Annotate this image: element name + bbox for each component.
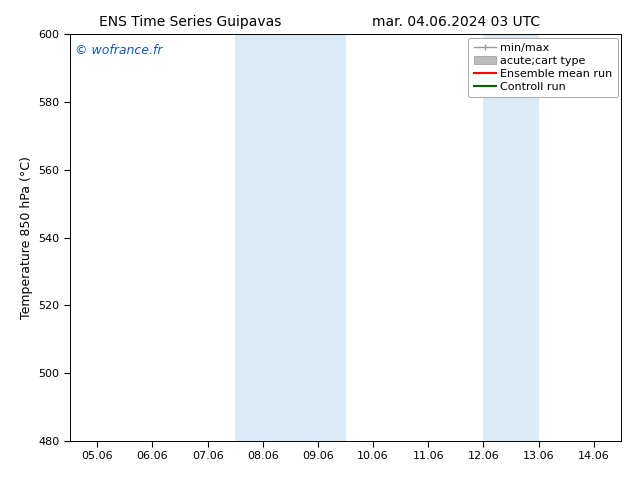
Legend: min/max, acute;cart type, Ensemble mean run, Controll run: min/max, acute;cart type, Ensemble mean …	[468, 38, 618, 97]
Text: © wofrance.fr: © wofrance.fr	[75, 45, 163, 57]
Text: ENS Time Series Guipavas: ENS Time Series Guipavas	[99, 15, 281, 29]
Text: mar. 04.06.2024 03 UTC: mar. 04.06.2024 03 UTC	[372, 15, 541, 29]
Y-axis label: Temperature 850 hPa (°C): Temperature 850 hPa (°C)	[20, 156, 32, 319]
Bar	[483, 34, 538, 441]
Bar	[235, 34, 346, 441]
Title: ENS Time Series Guipavas          mar. 04.06.2024 03 UTC: ENS Time Series Guipavas mar. 04.06.2024…	[0, 489, 1, 490]
